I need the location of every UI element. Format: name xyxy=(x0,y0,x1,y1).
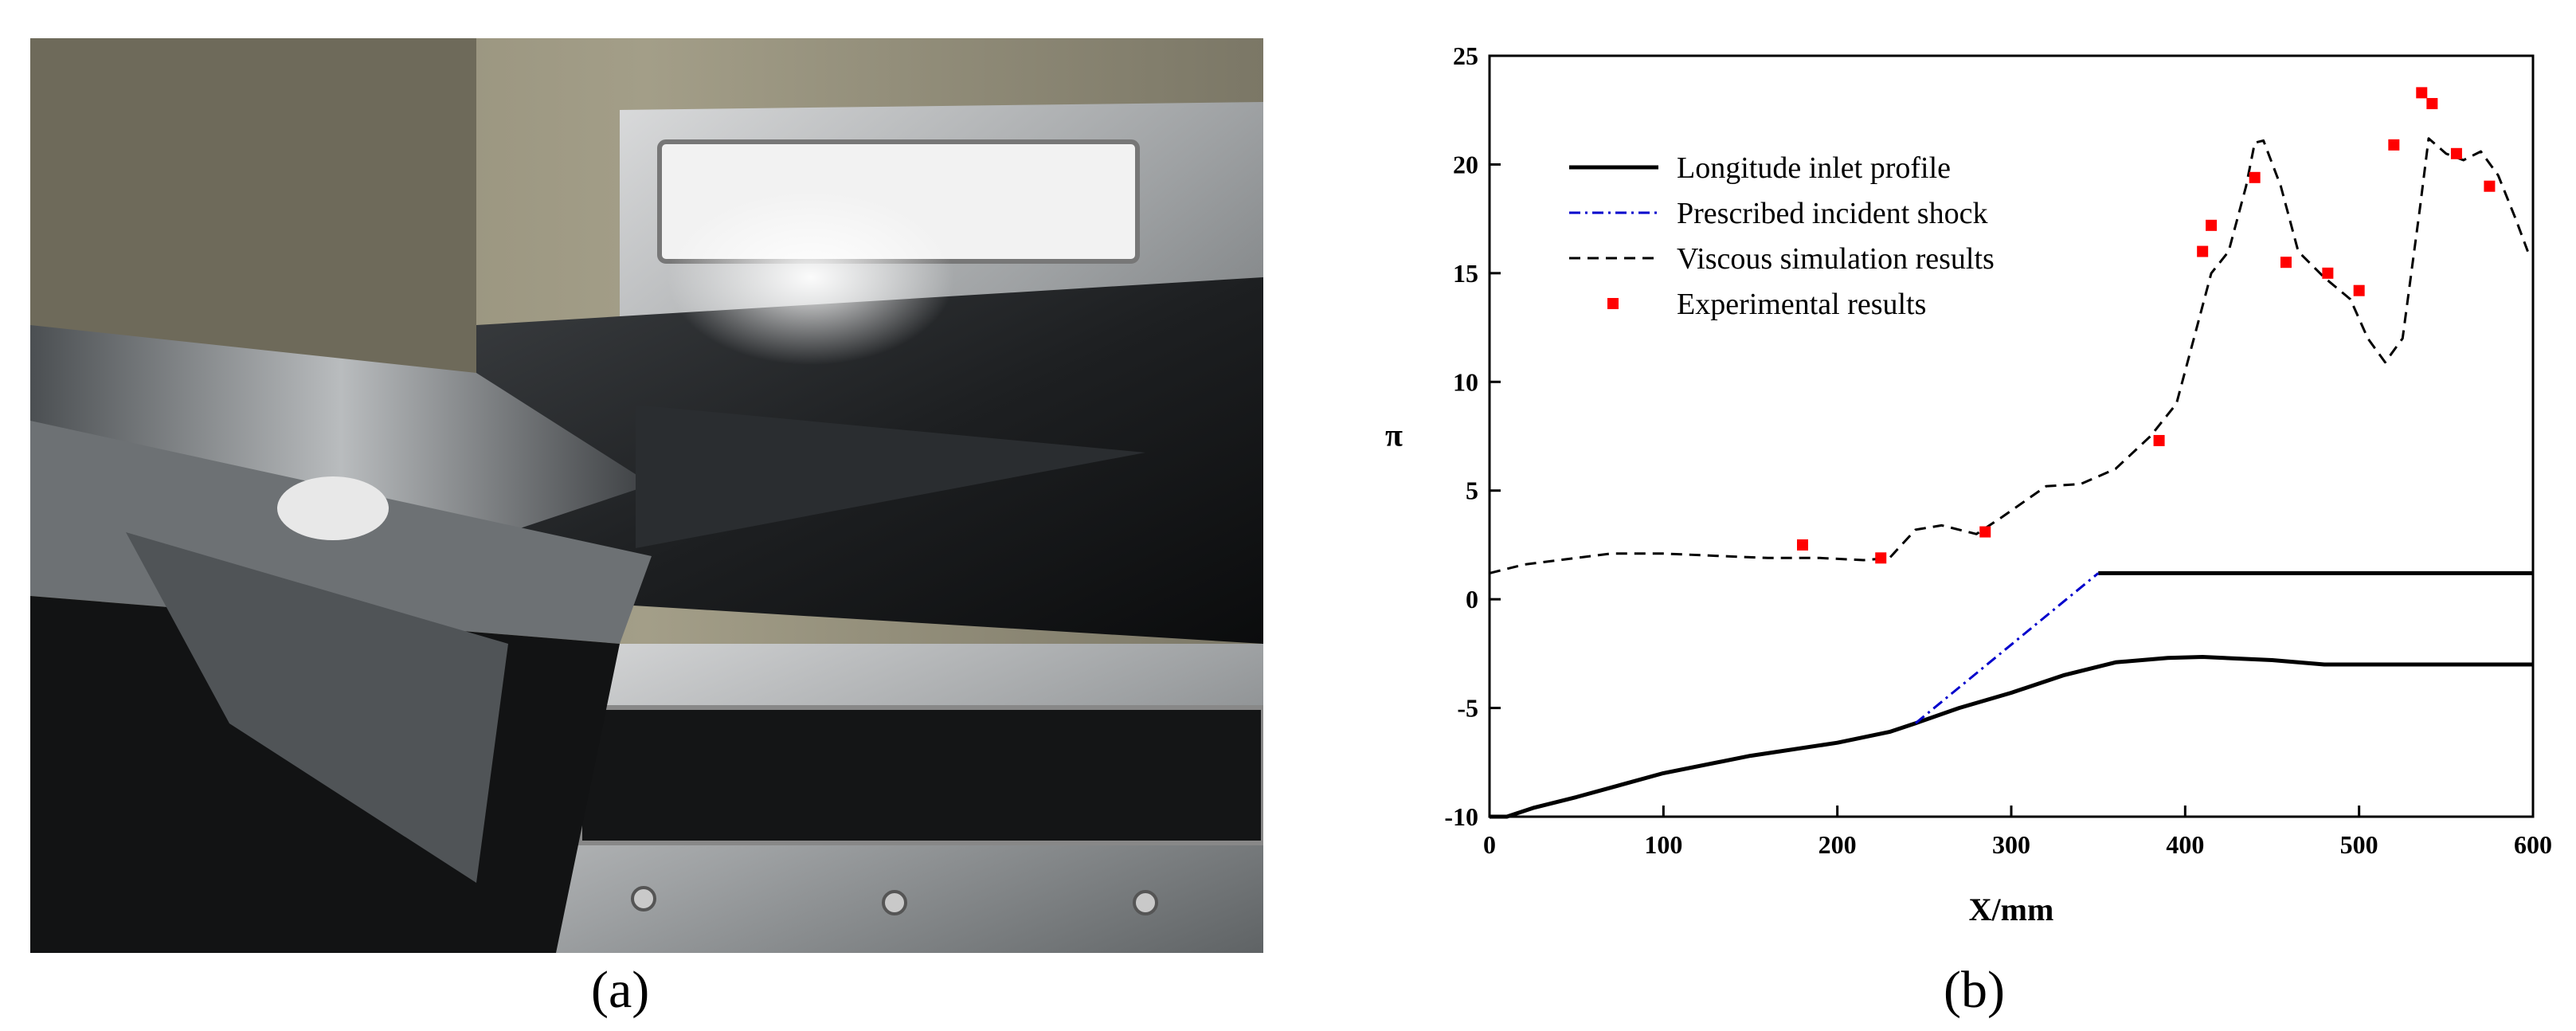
experimental-point xyxy=(2484,180,2496,192)
y-tick-label: 10 xyxy=(1453,367,1478,396)
y-tick-label: 15 xyxy=(1453,259,1478,288)
experimental-point xyxy=(2280,257,2292,269)
inlet-model-photo xyxy=(30,38,1263,953)
x-tick-label: 300 xyxy=(1992,830,2030,859)
y-axis-title: π xyxy=(1385,417,1403,453)
legend-entry: Viscous simulation results xyxy=(1677,242,1995,276)
panel-label-b: (b) xyxy=(1944,961,2005,1019)
y-tick-label: 5 xyxy=(1466,476,1478,505)
series-markers xyxy=(1797,87,2496,564)
experimental-point xyxy=(2153,434,2165,446)
experimental-point xyxy=(2416,87,2428,99)
x-tick-label: 200 xyxy=(1818,830,1857,859)
series-solid xyxy=(1490,570,2533,819)
x-tick-label: 400 xyxy=(2166,830,2204,859)
series-dash-dot xyxy=(1914,572,2100,724)
y-tick-label: -10 xyxy=(1444,802,1478,831)
series-line xyxy=(1489,137,2529,574)
experimental-point xyxy=(1875,552,1887,564)
chart-canvas: 0 100 200 300 400 500 600-10-50510152025X/mmπ … xyxy=(1385,41,2552,927)
experimental-point xyxy=(2322,267,2334,279)
experimental-point xyxy=(1979,526,1991,538)
chart-series xyxy=(1489,87,2533,819)
experimental-point xyxy=(2426,98,2438,110)
legend-entry: Prescribed incident shock xyxy=(1677,197,1987,230)
experimental-point xyxy=(2197,245,2209,257)
series-line xyxy=(1490,655,2533,819)
y-tick-label: 25 xyxy=(1453,41,1478,70)
y-tick-label: -5 xyxy=(1457,694,1478,723)
x-tick-label: 600 xyxy=(2514,830,2552,859)
experimental-point xyxy=(2450,147,2462,159)
experimental-point xyxy=(2249,171,2261,183)
legend-marker xyxy=(1607,298,1619,309)
plot-frame xyxy=(1488,54,2535,818)
experimental-point xyxy=(1797,539,1808,551)
x-tick-label: 500 xyxy=(2340,830,2378,859)
legend-entry: Longitude inlet profile xyxy=(1677,151,1951,185)
x-tick-label: 0 xyxy=(1483,830,1496,859)
experimental-point xyxy=(2206,219,2218,231)
y-tick-label: 0 xyxy=(1466,585,1478,614)
series-dashed xyxy=(1489,137,2529,574)
x-axis-title: X/mm xyxy=(1969,892,2054,927)
pressure-chart: 0 100 200 300 400 500 600 -10 -5 0 5 10 15 20 25 X/mm π … xyxy=(1354,32,2576,956)
chart-legend: Longitude inlet profile Prescribed incide… xyxy=(1569,151,1995,321)
photo-illustration xyxy=(30,38,1263,953)
experimental-point xyxy=(2388,139,2400,151)
chart-axes: 0 100 200 300 400 500 600 -10 -5 0 5 10 15 20 25 X/mm π xyxy=(1385,41,2552,927)
panel-label-a: (a) xyxy=(591,961,650,1019)
experimental-point xyxy=(2353,284,2365,296)
x-tick-label: 100 xyxy=(1644,830,1682,859)
y-tick-label: 20 xyxy=(1453,150,1478,178)
series-line xyxy=(1914,572,2100,724)
legend-entry: Experimental results xyxy=(1677,288,1926,321)
